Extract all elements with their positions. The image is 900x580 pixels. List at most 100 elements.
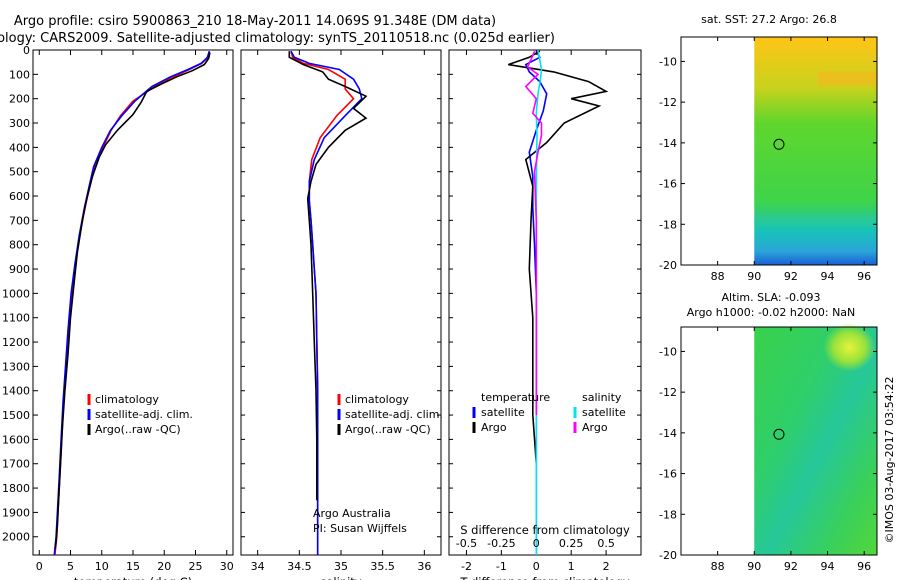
difference-xtick-label: -1 [496, 560, 507, 573]
difference-legend-sal-label: Argo [582, 421, 608, 434]
sla-map-ytick-label: -18 [659, 508, 677, 521]
temperature-xtick-label: 5 [67, 560, 74, 573]
temperature-xtick-label: 15 [126, 560, 140, 573]
temperature-xlabel: temperature (deg C) [74, 575, 192, 580]
sla-map-xtick-label: 92 [784, 560, 798, 573]
sst-map-title: sat. SST: 27.2 Argo: 26.8 [701, 13, 837, 26]
sla-map-ytick-label: -14 [659, 427, 677, 440]
temperature-ytick-label: 600 [9, 190, 30, 203]
temperature-xtick-label: 0 [36, 560, 43, 573]
temperature-frame [32, 49, 234, 556]
sst-map-texture [818, 71, 877, 86]
title-line-2: Climatology: CARS2009. Satellite-adjuste… [0, 31, 555, 46]
sst-map-ytick-label: -12 [659, 96, 677, 109]
difference-legend-temp-label: satellite [481, 406, 525, 419]
difference-legend-temp-heading: temperature [481, 391, 550, 404]
difference-plot: -2 -1 0 1 2 T difference from climatology -0.5… [448, 49, 642, 580]
difference-legend-temp-label: Argo [481, 421, 507, 434]
temperature-ytick-label: 400 [9, 141, 30, 154]
sla-map-ytick-label: -16 [659, 468, 677, 481]
temperature-series-argo-raw-qc- [54, 52, 211, 549]
temperature-xtick-label: 10 [95, 560, 109, 573]
salinity-legend-label: Argo(..raw -QC) [345, 423, 431, 436]
salinity-xtick-label: 34.5 [287, 560, 312, 573]
difference-top-tick-label: -0.5 [456, 537, 477, 550]
temperature-xtick-label: 25 [189, 560, 203, 573]
temperature-ytick-label: 900 [9, 263, 30, 276]
temperature-ytick-label: 300 [9, 117, 30, 130]
salinity-xtick-label: 35.5 [370, 560, 395, 573]
sla-map-xtick-label: 96 [857, 560, 871, 573]
sla-map-ytick-label: -12 [659, 386, 677, 399]
salinity-legend-label: satellite-adj. clim. [345, 408, 443, 421]
sst-map-frame [680, 36, 878, 266]
difference-legend-sal-heading: salinity [582, 391, 622, 404]
sst-map-xtick-label: 94 [821, 270, 835, 283]
salinity-xtick-label: 36 [417, 560, 431, 573]
sst-map-xtick-label: 96 [857, 270, 871, 283]
difference-xlabel: T difference from climatology [459, 575, 630, 580]
difference-series-temperature-argo [508, 50, 609, 464]
sla-map-title-line-2: Argo h1000: -0.02 h2000: NaN [687, 306, 856, 319]
difference-xlabel-top: S difference from climatology [460, 523, 630, 537]
temperature-ytick-label: 1600 [2, 433, 30, 446]
salinity-xtick-label: 34 [251, 560, 265, 573]
temperature-ytick-label: 2000 [2, 531, 30, 544]
temperature-ytick-label: 500 [9, 166, 30, 179]
difference-series-salinity-argo [524, 50, 543, 416]
sla-map-title-line-1: Altim. SLA: -0.093 [721, 291, 820, 304]
difference-top-tick-label: 0.25 [559, 537, 584, 550]
salinity-plot: 34 34.5 35 35.5 36 salinity climatology satelli… [240, 49, 443, 580]
sla-map-argo-marker [773, 428, 785, 440]
salinity-annotation: PI: Susan Wijffels [313, 522, 407, 535]
sst-map-ytick-label: -16 [659, 178, 677, 191]
temperature-ytick-label: 200 [9, 93, 30, 106]
difference-legend-sal-label: satellite [582, 406, 626, 419]
temperature-ytick-label: 800 [9, 239, 30, 252]
salinity-frame [240, 49, 442, 556]
temperature-legend-label: Argo(..raw -QC) [95, 423, 181, 436]
sla-map-frame [680, 326, 878, 556]
temperature-ytick-label: 1300 [2, 360, 30, 373]
sst-map-ytick-label: -10 [659, 55, 677, 68]
sst-map-xtick-label: 88 [711, 270, 725, 283]
sla-map-xtick-label: 88 [711, 560, 725, 573]
temperature-xtick-label: 20 [157, 560, 171, 573]
difference-xtick-label: 1 [568, 560, 575, 573]
temperature-ytick-label: 700 [9, 214, 30, 227]
sla-map-ytick-label: -20 [659, 549, 677, 562]
difference-xtick-label: 2 [603, 560, 610, 573]
difference-xtick-label: 0 [533, 560, 540, 573]
temperature-ytick-label: 1100 [2, 312, 30, 325]
salinity-legend-label: climatology [345, 393, 409, 406]
temperature-xtick-label: 30 [220, 560, 234, 573]
temperature-ytick-label: 0 [23, 44, 30, 57]
temperature-plot: 0 5 10 15 20 25 30 temperature (deg C) 0 100 200 30… [2, 44, 234, 580]
difference-top-tick-label: -0.25 [487, 537, 515, 550]
sst-map-xtick-label: 90 [747, 270, 761, 283]
temperature-ytick-label: 1700 [2, 458, 30, 471]
sst-map: 88 90 92 94 96 -10 -12 -14 -16 -18 -20 sat. SST: 27… [659, 13, 878, 283]
temperature-legend-label: satellite-adj. clim. [95, 408, 193, 421]
temperature-ytick-label: 1200 [2, 336, 30, 349]
temperature-ytick-label: 1400 [2, 385, 30, 398]
sla-map-xtick-label: 94 [821, 560, 835, 573]
sst-map-ytick-label: -14 [659, 137, 677, 150]
sla-map-high-anomaly [823, 323, 876, 372]
sst-map-texture [754, 216, 877, 227]
salinity-xtick-label: 35 [334, 560, 348, 573]
sla-map-ytick-label: -10 [659, 345, 677, 358]
sst-map-ytick-label: -18 [659, 218, 677, 231]
difference-frame [448, 49, 642, 556]
title-line-1: Argo profile: csiro 5900863_210 18-May-2… [14, 14, 496, 29]
temperature-ytick-label: 1900 [2, 506, 30, 519]
salinity-xlabel: salinity [320, 575, 361, 580]
imos-stamp: ©IMOS 03-Aug-2017 03:54:22 [883, 377, 896, 544]
temperature-legend-label: climatology [95, 393, 159, 406]
temperature-ytick-label: 1800 [2, 482, 30, 495]
sst-map-field [754, 37, 877, 265]
sst-map-xtick-label: 92 [784, 270, 798, 283]
temperature-ytick-label: 1000 [2, 287, 30, 300]
salinity-annotation: Argo Australia [313, 507, 391, 520]
salinity-series-argo-raw-qc- [288, 51, 368, 501]
